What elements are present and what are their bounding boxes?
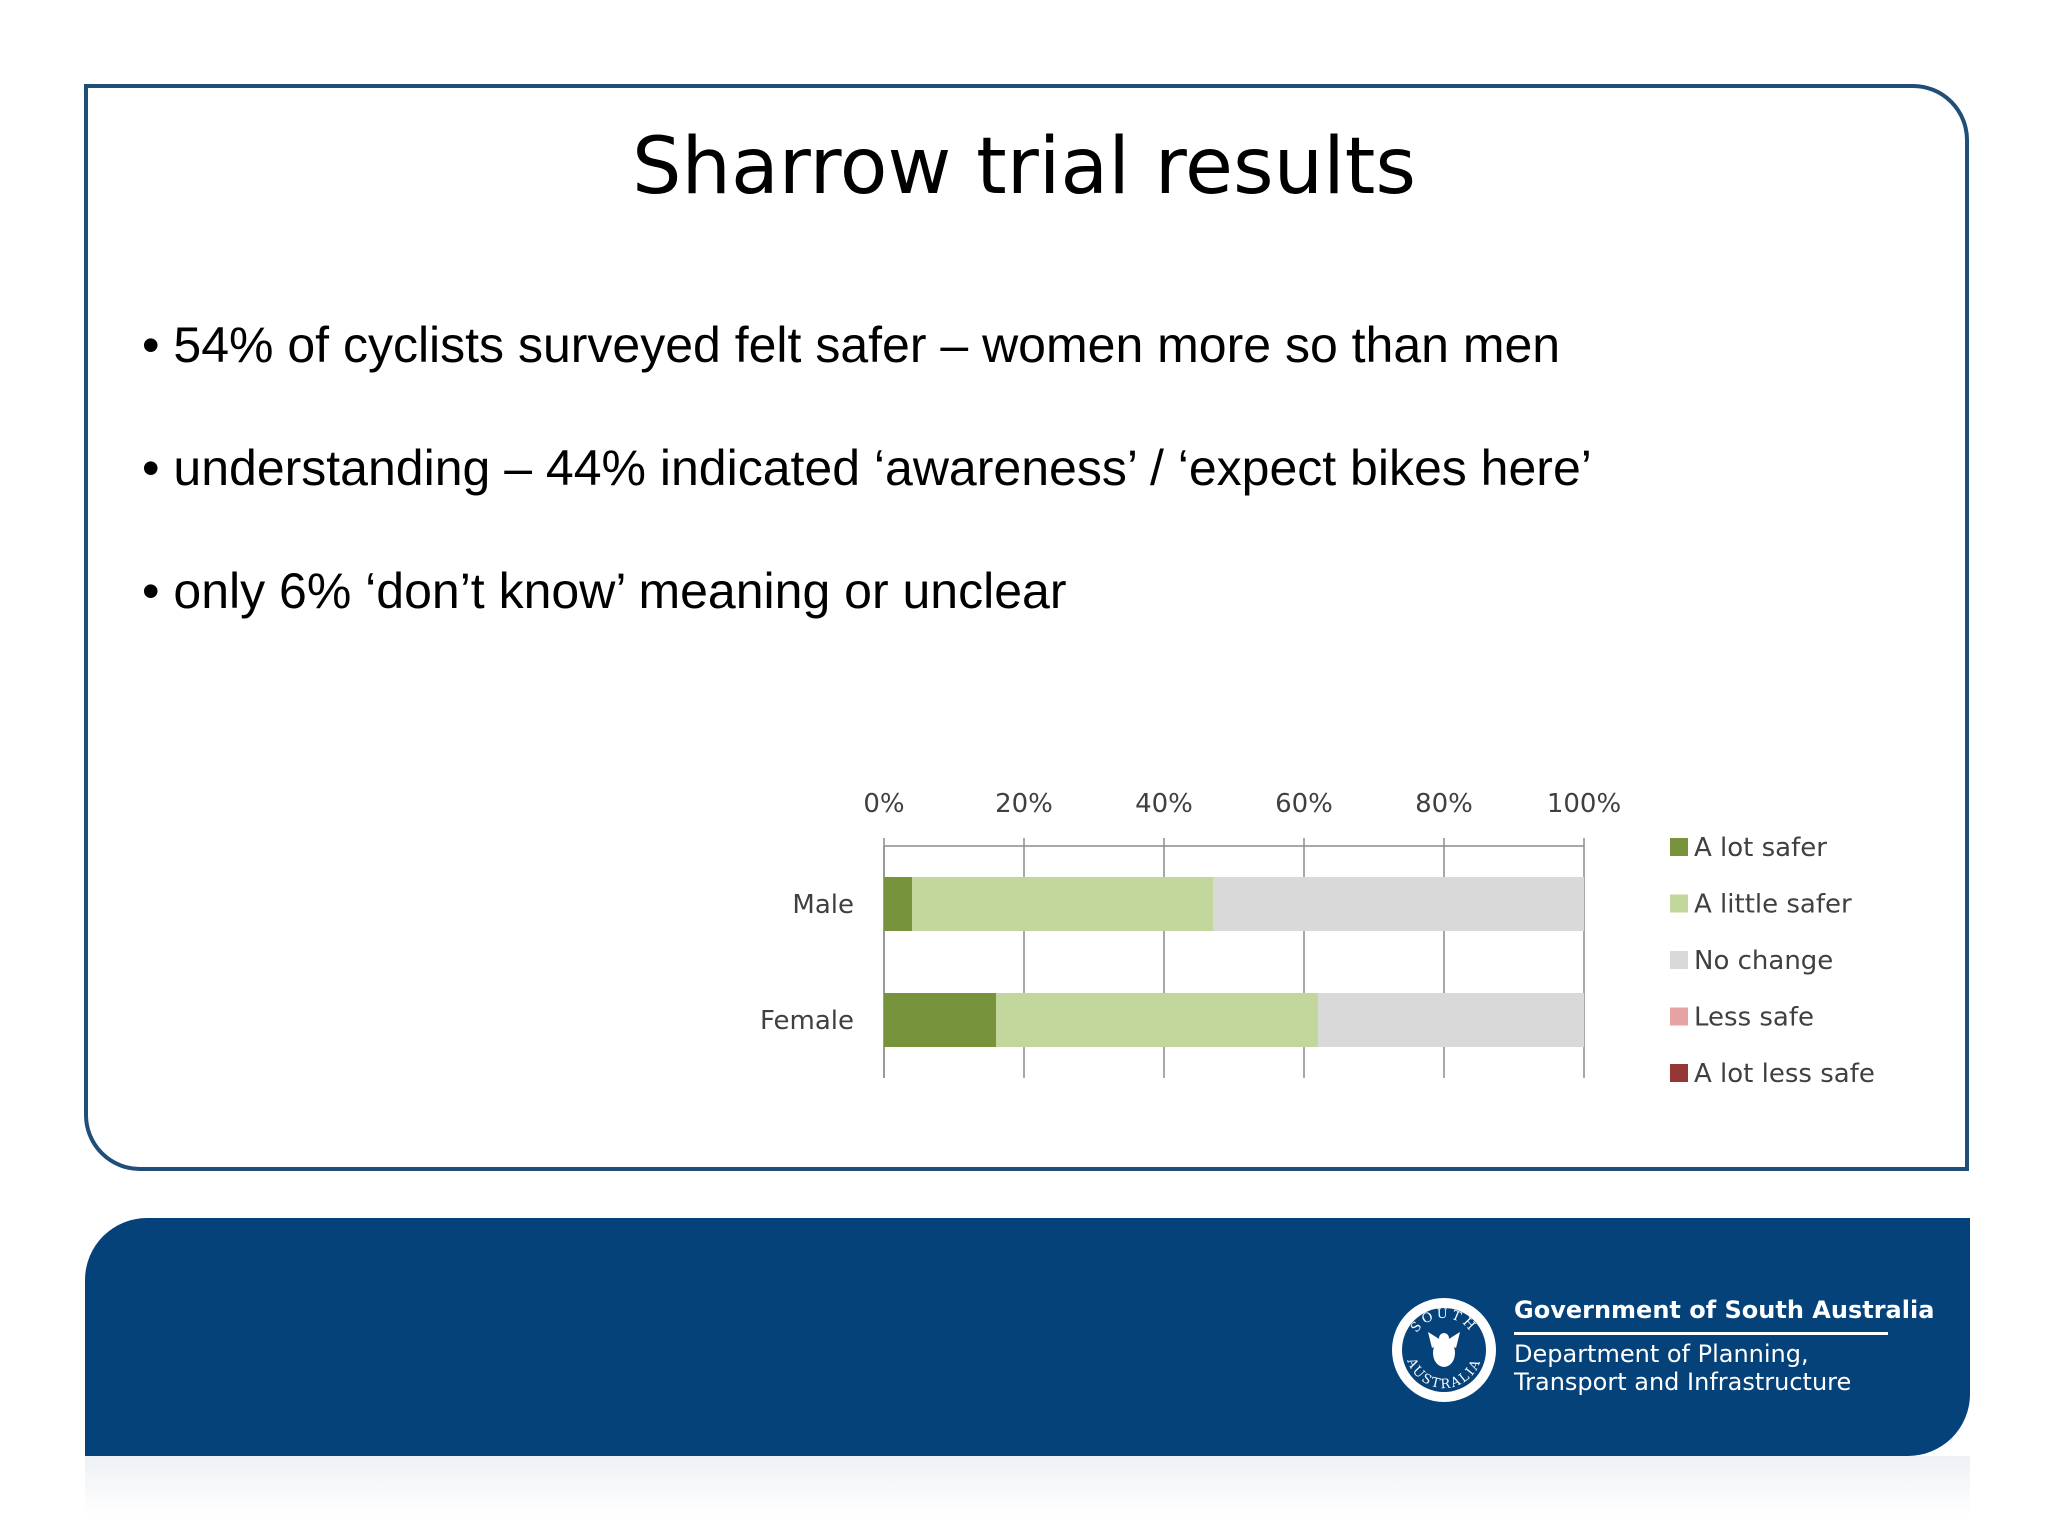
bullet-list: • 54% of cyclists surveyed felt safer – … bbox=[142, 312, 1592, 681]
bullet-item: • 54% of cyclists surveyed felt safer – … bbox=[142, 317, 1561, 373]
government-title: Government of South Australia bbox=[1514, 1296, 1935, 1324]
legend-swatch bbox=[1670, 1007, 1688, 1026]
legend-label: A lot less safe bbox=[1694, 1059, 1875, 1089]
stacked-bar-chart: 0% 20% 40% 60% 80% 100% Male Female A lot safer A… bbox=[760, 789, 1875, 1089]
legend-swatch bbox=[1670, 1064, 1688, 1082]
crest-emblem: SOUTH AUSTRALIA bbox=[1403, 1307, 1483, 1392]
footer-shadow bbox=[85, 1456, 1970, 1516]
bar-segment bbox=[996, 993, 1318, 1047]
bar-segment bbox=[1213, 877, 1584, 931]
footer-divider bbox=[1514, 1332, 1888, 1335]
content-frame bbox=[84, 84, 1969, 1171]
department-line-2: Transport and Infrastructure bbox=[1514, 1368, 1852, 1396]
x-tick-label: 40% bbox=[1135, 789, 1193, 819]
bar-segment bbox=[884, 993, 996, 1047]
legend-swatch bbox=[1670, 894, 1688, 913]
bullet-item: • only 6% ‘don’t know’ meaning or unclea… bbox=[142, 563, 1067, 619]
legend-label: A lot safer bbox=[1694, 833, 1827, 863]
x-tick-label: 100% bbox=[1547, 789, 1621, 819]
bar-segment bbox=[884, 877, 912, 931]
bar-segment bbox=[912, 877, 1213, 931]
crest-text-top: SOUTH bbox=[1408, 1307, 1477, 1336]
bullet-item: • understanding – 44% indicated ‘awarene… bbox=[142, 440, 1592, 496]
legend-label: Less safe bbox=[1694, 1003, 1814, 1033]
footer-band bbox=[85, 1218, 1970, 1456]
piping-shrike-icon bbox=[1428, 1332, 1460, 1367]
legend-swatch bbox=[1670, 951, 1688, 969]
legend-label: No change bbox=[1694, 946, 1833, 976]
slide-title: Sharrow trial results bbox=[632, 122, 1416, 212]
category-label: Female bbox=[760, 1006, 854, 1036]
x-tick-label: 80% bbox=[1415, 789, 1473, 819]
x-tick-label: 20% bbox=[995, 789, 1053, 819]
legend-swatch bbox=[1670, 838, 1688, 856]
legend-label: A little safer bbox=[1694, 890, 1852, 920]
svg-text:SOUTH: SOUTH bbox=[1408, 1307, 1480, 1336]
bar-segment bbox=[1318, 993, 1584, 1047]
state-crest-logo: SOUTH AUSTRALIA bbox=[1392, 1298, 1496, 1402]
category-label: Male bbox=[792, 890, 854, 920]
department-line-1: Department of Planning, bbox=[1514, 1340, 1809, 1368]
x-tick-label: 0% bbox=[863, 789, 904, 819]
x-tick-label: 60% bbox=[1275, 789, 1333, 819]
